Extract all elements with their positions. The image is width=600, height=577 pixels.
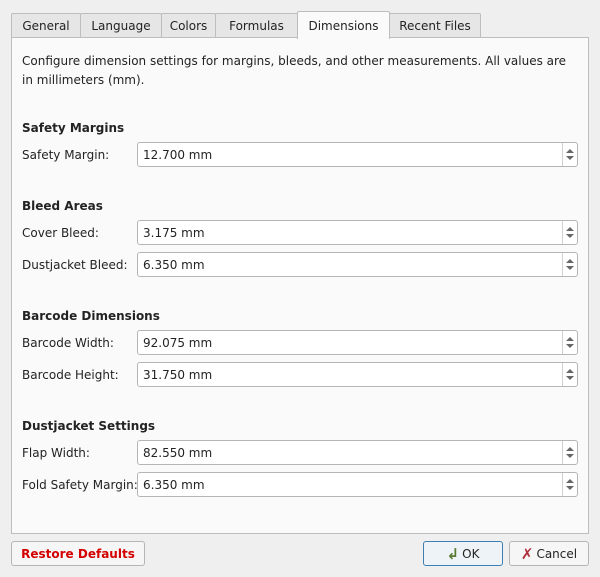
- spin-arrows[interactable]: [562, 253, 577, 276]
- checkmark-arrow-icon: ↲: [446, 544, 460, 563]
- flap-width-spinbox[interactable]: 82.550 mm: [137, 440, 578, 465]
- tab-label: Dimensions: [308, 18, 379, 33]
- tab-dimensions[interactable]: Dimensions: [297, 11, 390, 39]
- tab-recent-files[interactable]: Recent Files: [389, 13, 481, 38]
- arrow-down-icon[interactable]: [566, 486, 574, 490]
- field-label: Flap Width:: [22, 446, 90, 460]
- value-input[interactable]: 31.750 mm: [143, 367, 213, 382]
- tab-general[interactable]: General: [11, 13, 81, 38]
- field-label: Safety Margin:: [22, 148, 110, 162]
- tab-label: Recent Files: [399, 19, 471, 33]
- barcode-height-spinbox[interactable]: 31.750 mm: [137, 362, 578, 387]
- button-label: OK: [462, 546, 480, 561]
- arrow-up-icon[interactable]: [566, 369, 574, 373]
- tab-formulas[interactable]: Formulas: [215, 13, 298, 38]
- x-icon: ✗: [520, 544, 534, 563]
- arrow-up-icon[interactable]: [566, 259, 574, 263]
- arrow-down-icon[interactable]: [566, 156, 574, 160]
- value-input[interactable]: 12.700 mm: [143, 147, 213, 162]
- field-label: Cover Bleed:: [22, 226, 99, 240]
- arrow-down-icon[interactable]: [566, 266, 574, 270]
- tab-label: Colors: [169, 19, 208, 33]
- field-label: Fold Safety Margin:: [22, 478, 138, 492]
- value-input[interactable]: 3.175 mm: [143, 225, 205, 240]
- description: Configure dimension settings for margins…: [22, 54, 567, 87]
- fold-safety-margin-spinbox[interactable]: 6.350 mm: [137, 472, 578, 497]
- arrow-up-icon[interactable]: [566, 447, 574, 451]
- field-label: Barcode Width:: [22, 336, 114, 350]
- arrow-down-icon[interactable]: [566, 376, 574, 380]
- section-heading: Barcode Dimensions: [22, 309, 160, 323]
- arrow-up-icon[interactable]: [566, 337, 574, 341]
- spin-arrows[interactable]: [562, 331, 577, 354]
- field-label: Dustjacket Bleed:: [22, 258, 128, 272]
- spin-arrows[interactable]: [562, 143, 577, 166]
- arrow-up-icon[interactable]: [566, 227, 574, 231]
- barcode-width-spinbox[interactable]: 92.075 mm: [137, 330, 578, 355]
- value-input[interactable]: 6.350 mm: [143, 477, 205, 492]
- button-label: Restore Defaults: [21, 546, 135, 561]
- arrow-down-icon[interactable]: [566, 344, 574, 348]
- restore-defaults-button[interactable]: Restore Defaults: [11, 541, 145, 566]
- cover-bleed-spinbox[interactable]: 3.175 mm: [137, 220, 578, 245]
- arrow-down-icon[interactable]: [566, 454, 574, 458]
- ok-button[interactable]: ↲ OK: [423, 541, 503, 566]
- spin-arrows[interactable]: [562, 473, 577, 496]
- value-input[interactable]: 92.075 mm: [143, 335, 213, 350]
- value-input[interactable]: 6.350 mm: [143, 257, 205, 272]
- arrow-down-icon[interactable]: [566, 234, 574, 238]
- tab-label: General: [22, 19, 70, 33]
- tab-colors[interactable]: Colors: [161, 13, 216, 38]
- spin-arrows[interactable]: [562, 441, 577, 464]
- safety-margin-spinbox[interactable]: 12.700 mm: [137, 142, 578, 167]
- arrow-up-icon[interactable]: [566, 479, 574, 483]
- arrow-up-icon[interactable]: [566, 149, 574, 153]
- tab-label: Language: [91, 19, 151, 33]
- value-input[interactable]: 82.550 mm: [143, 445, 213, 460]
- dimensions-panel: Configure dimension settings for margins…: [11, 37, 589, 534]
- section-heading: Bleed Areas: [22, 199, 103, 213]
- tab-label: Formulas: [229, 19, 284, 33]
- spin-arrows[interactable]: [562, 363, 577, 386]
- dustjacket-bleed-spinbox[interactable]: 6.350 mm: [137, 252, 578, 277]
- section-heading: Dustjacket Settings: [22, 419, 156, 433]
- button-label: Cancel: [536, 546, 578, 561]
- tab-language[interactable]: Language: [80, 13, 162, 38]
- field-label: Barcode Height:: [22, 368, 119, 382]
- cancel-button[interactable]: ✗ Cancel: [509, 541, 589, 566]
- spin-arrows[interactable]: [562, 221, 577, 244]
- section-heading: Safety Margins: [22, 121, 125, 135]
